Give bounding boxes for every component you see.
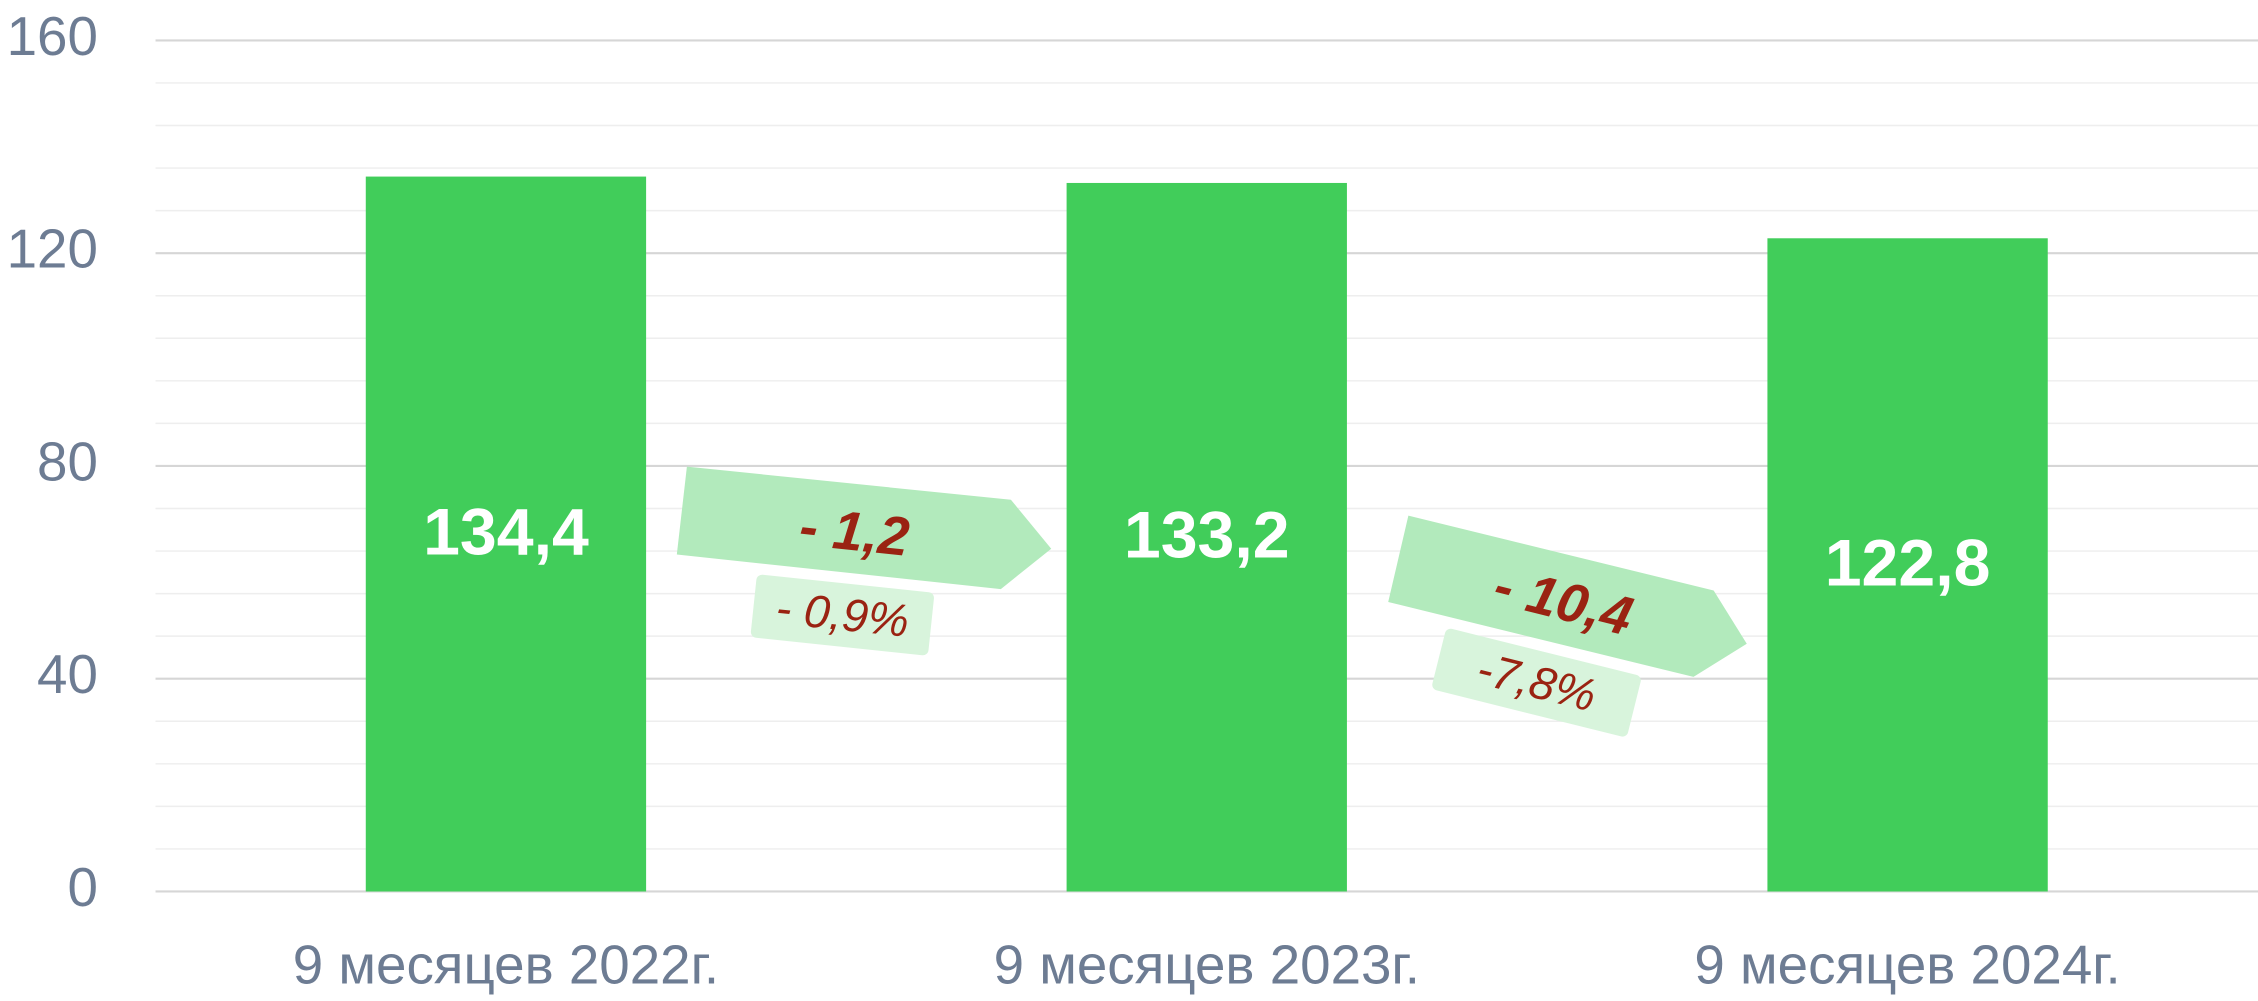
arrow	[1388, 515, 1747, 677]
x-tick-label: 9 месяцев 2022г.	[293, 934, 719, 996]
y-tick-label: 120	[7, 218, 98, 280]
change-annotation: - 0,9% - 1,2	[676, 466, 1052, 656]
x-tick-label: 9 месяцев 2023г.	[994, 934, 1420, 996]
delta-value: - 1,2	[797, 495, 912, 568]
y-tick-label: 160	[7, 5, 98, 67]
bar	[1066, 182, 1347, 892]
x-tick-label: 9 месяцев 2024г.	[1694, 934, 2120, 996]
percent-box	[1432, 628, 1641, 737]
y-tick-label: 40	[37, 643, 98, 705]
bar	[1767, 238, 2048, 892]
value-label: 134,4	[423, 495, 589, 569]
value-label: 133,2	[1124, 499, 1290, 573]
arrow	[676, 466, 1052, 590]
y-tick-label: 80	[37, 430, 98, 492]
bar	[365, 176, 647, 892]
value-label: 122,8	[1825, 526, 1991, 600]
percent-box	[750, 574, 934, 656]
y-tick-label: 0	[67, 856, 97, 918]
change-annotation: -7,8% - 10,4	[1388, 515, 1747, 737]
